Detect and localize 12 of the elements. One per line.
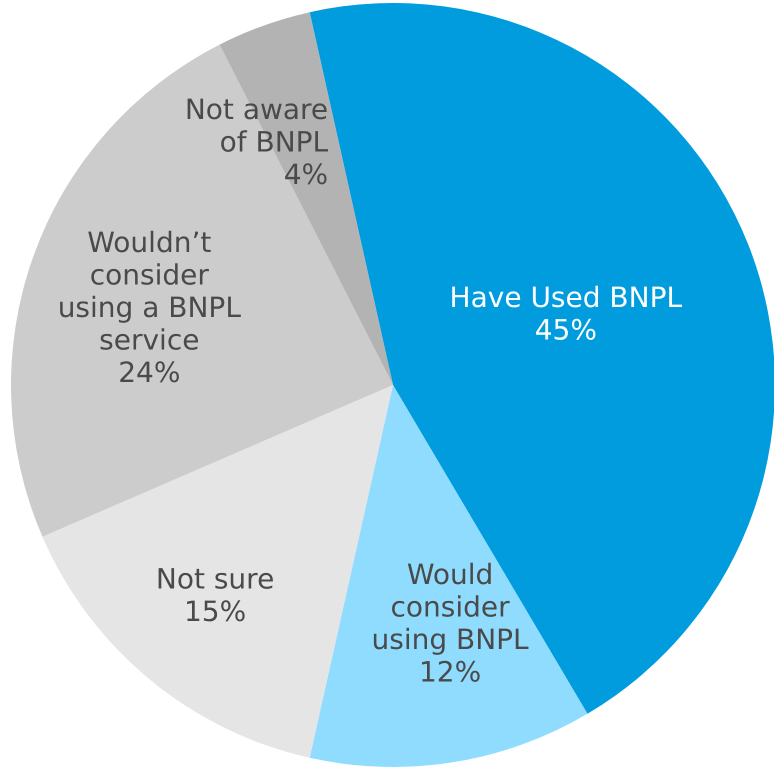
slice-label: Not aware of BNPL xyxy=(184,92,329,158)
pie-slice xyxy=(310,385,588,767)
slice-label: Not sure xyxy=(156,562,274,596)
slice-label: Would consider using BNPL xyxy=(371,557,530,656)
slice-label: Wouldn’t consider using a BNPL service xyxy=(58,225,242,356)
pie-slice xyxy=(11,44,393,537)
data-label: 24% xyxy=(118,355,180,388)
slice-label: Have Used BNPL xyxy=(450,280,682,314)
data-label: 12% xyxy=(418,654,482,688)
data-label: 45% xyxy=(534,312,597,346)
data-label: 4% xyxy=(284,157,328,190)
data-label: 15% xyxy=(184,594,246,628)
